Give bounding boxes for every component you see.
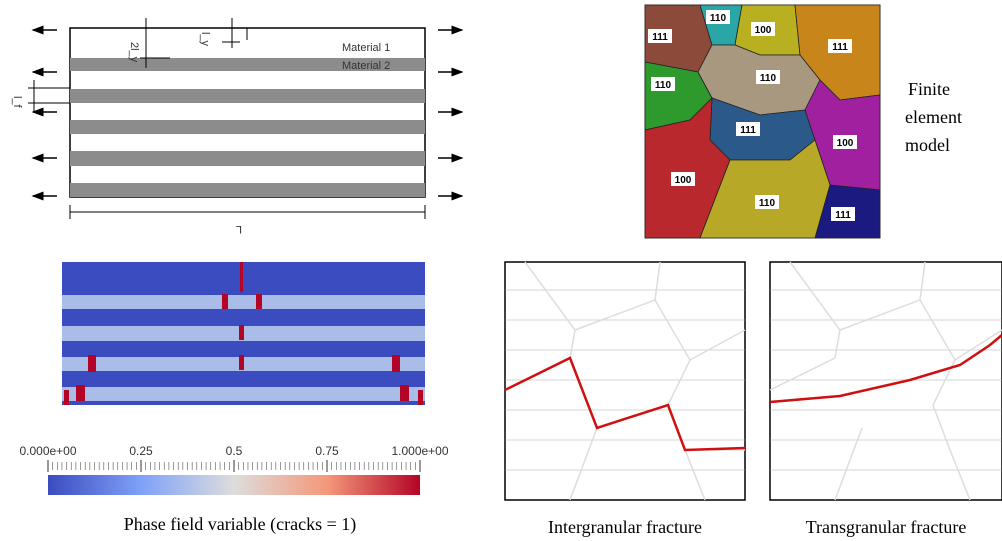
caption: Transgranular fracture (806, 517, 967, 537)
grain-label: 111 (652, 32, 668, 43)
caption: Phase field variable (cracks = 1) (124, 514, 357, 535)
grain-label: 110 (710, 13, 727, 24)
caption: Finite (908, 79, 950, 99)
tick-label: 1.000e+00 (391, 444, 448, 458)
caption: element (905, 107, 962, 127)
grain-label: 111 (740, 125, 756, 136)
dimension-label: l_f (11, 96, 23, 109)
grain-label: 110 (759, 198, 776, 209)
colorbar (48, 475, 420, 495)
tick-label: 0.000e+00 (19, 444, 76, 458)
grain-label: 111 (835, 210, 851, 221)
intergranular-panel (505, 262, 745, 500)
dimension-label: l_y (199, 32, 211, 47)
tick-label: 0.5 (226, 444, 243, 458)
phase-field (62, 262, 425, 405)
grain-label: 110 (655, 80, 672, 91)
layer-diagram: Material 1 Material 2 2l_y l_y l_f L (11, 18, 462, 235)
dimension-label: L (236, 223, 242, 235)
material-label: Material 2 (342, 60, 390, 72)
grain-label: 110 (760, 73, 777, 84)
tick-label: 0.75 (315, 444, 339, 458)
caption: model (905, 135, 950, 155)
transgranular-panel (770, 262, 1002, 500)
grain-label: 100 (675, 175, 692, 186)
material-label: Material 1 (342, 42, 390, 54)
tick-label: 0.25 (129, 444, 153, 458)
dimension-label: 2l_y (128, 42, 140, 63)
grain-label: 111 (832, 42, 848, 53)
figure: Material 1 Material 2 2l_y l_y l_f L 111… (0, 0, 1002, 541)
caption: Intergranular fracture (548, 517, 702, 537)
grain-label: 100 (755, 25, 772, 36)
grain-label: 100 (837, 138, 854, 149)
